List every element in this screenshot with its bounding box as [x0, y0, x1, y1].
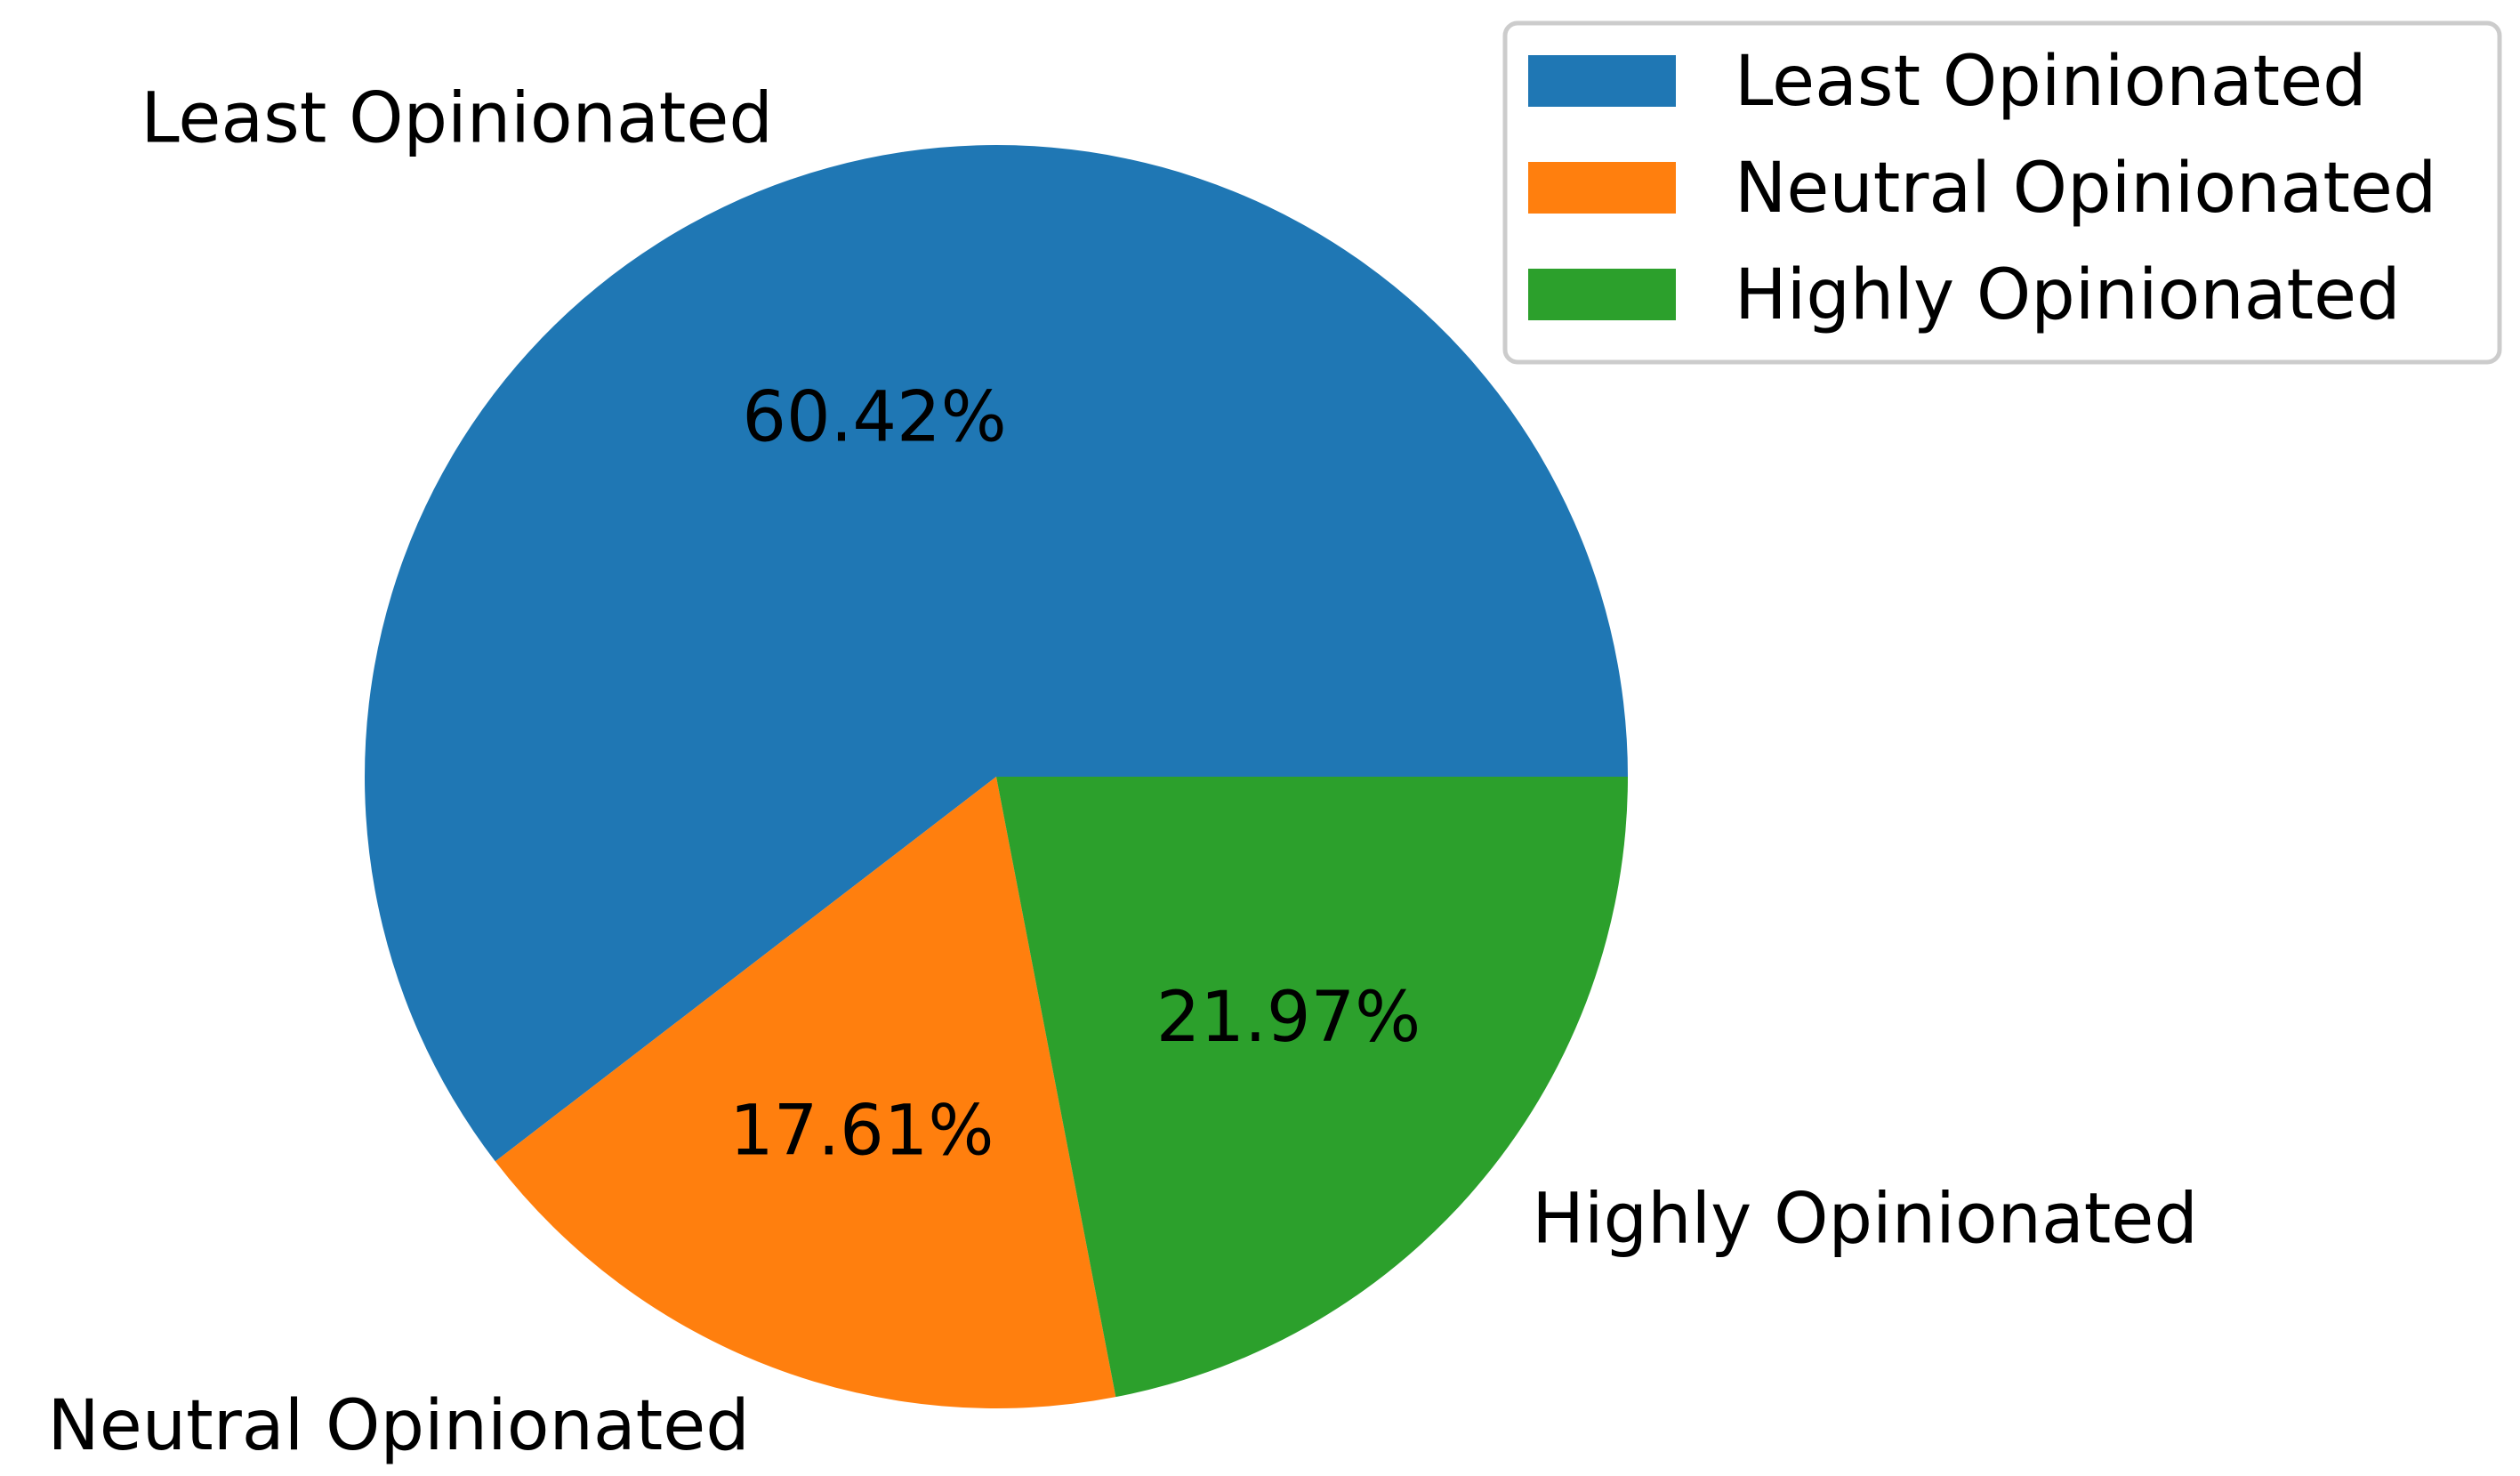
- pie-slice-neutral-opinionated: [495, 777, 1116, 1408]
- category-label-highly-opinionated: Highly Opinionated: [1532, 1179, 2198, 1259]
- legend-label-highly-opinionated: Highly Opinionated: [1735, 255, 2401, 335]
- percentage-label-least-opinionated: 60.42%: [742, 378, 1006, 458]
- pie-slices: [364, 144, 1629, 1408]
- legend-swatch-least-opinionated: [1528, 55, 1676, 107]
- legend: Least Opinionated Neutral Opinionated Hi…: [1502, 20, 2502, 365]
- legend-swatch-neutral-opinionated: [1528, 162, 1676, 214]
- legend-label-neutral-opinionated: Neutral Opinionated: [1735, 149, 2436, 229]
- percentage-label-neutral-opinionated: 17.61%: [729, 1091, 994, 1171]
- legend-label-least-opinionated: Least Opinionated: [1735, 42, 2367, 122]
- pie-slice-least-opinionated: [364, 144, 1629, 1162]
- category-labels: Least Opinionated Neutral Opinionated High…: [47, 78, 2197, 1466]
- percentage-labels: 60.42% 17.61% 21.97%: [729, 378, 1421, 1172]
- category-label-neutral-opinionated: Neutral Opinionated: [47, 1386, 749, 1466]
- pie-slice-highly-opinionated: [996, 777, 1628, 1398]
- legend-box: [1502, 20, 2502, 365]
- percentage-label-highly-opinionated: 21.97%: [1156, 978, 1421, 1058]
- legend-swatch-highly-opinionated: [1528, 269, 1676, 320]
- category-label-least-opinionated: Least Opinionated: [141, 78, 773, 158]
